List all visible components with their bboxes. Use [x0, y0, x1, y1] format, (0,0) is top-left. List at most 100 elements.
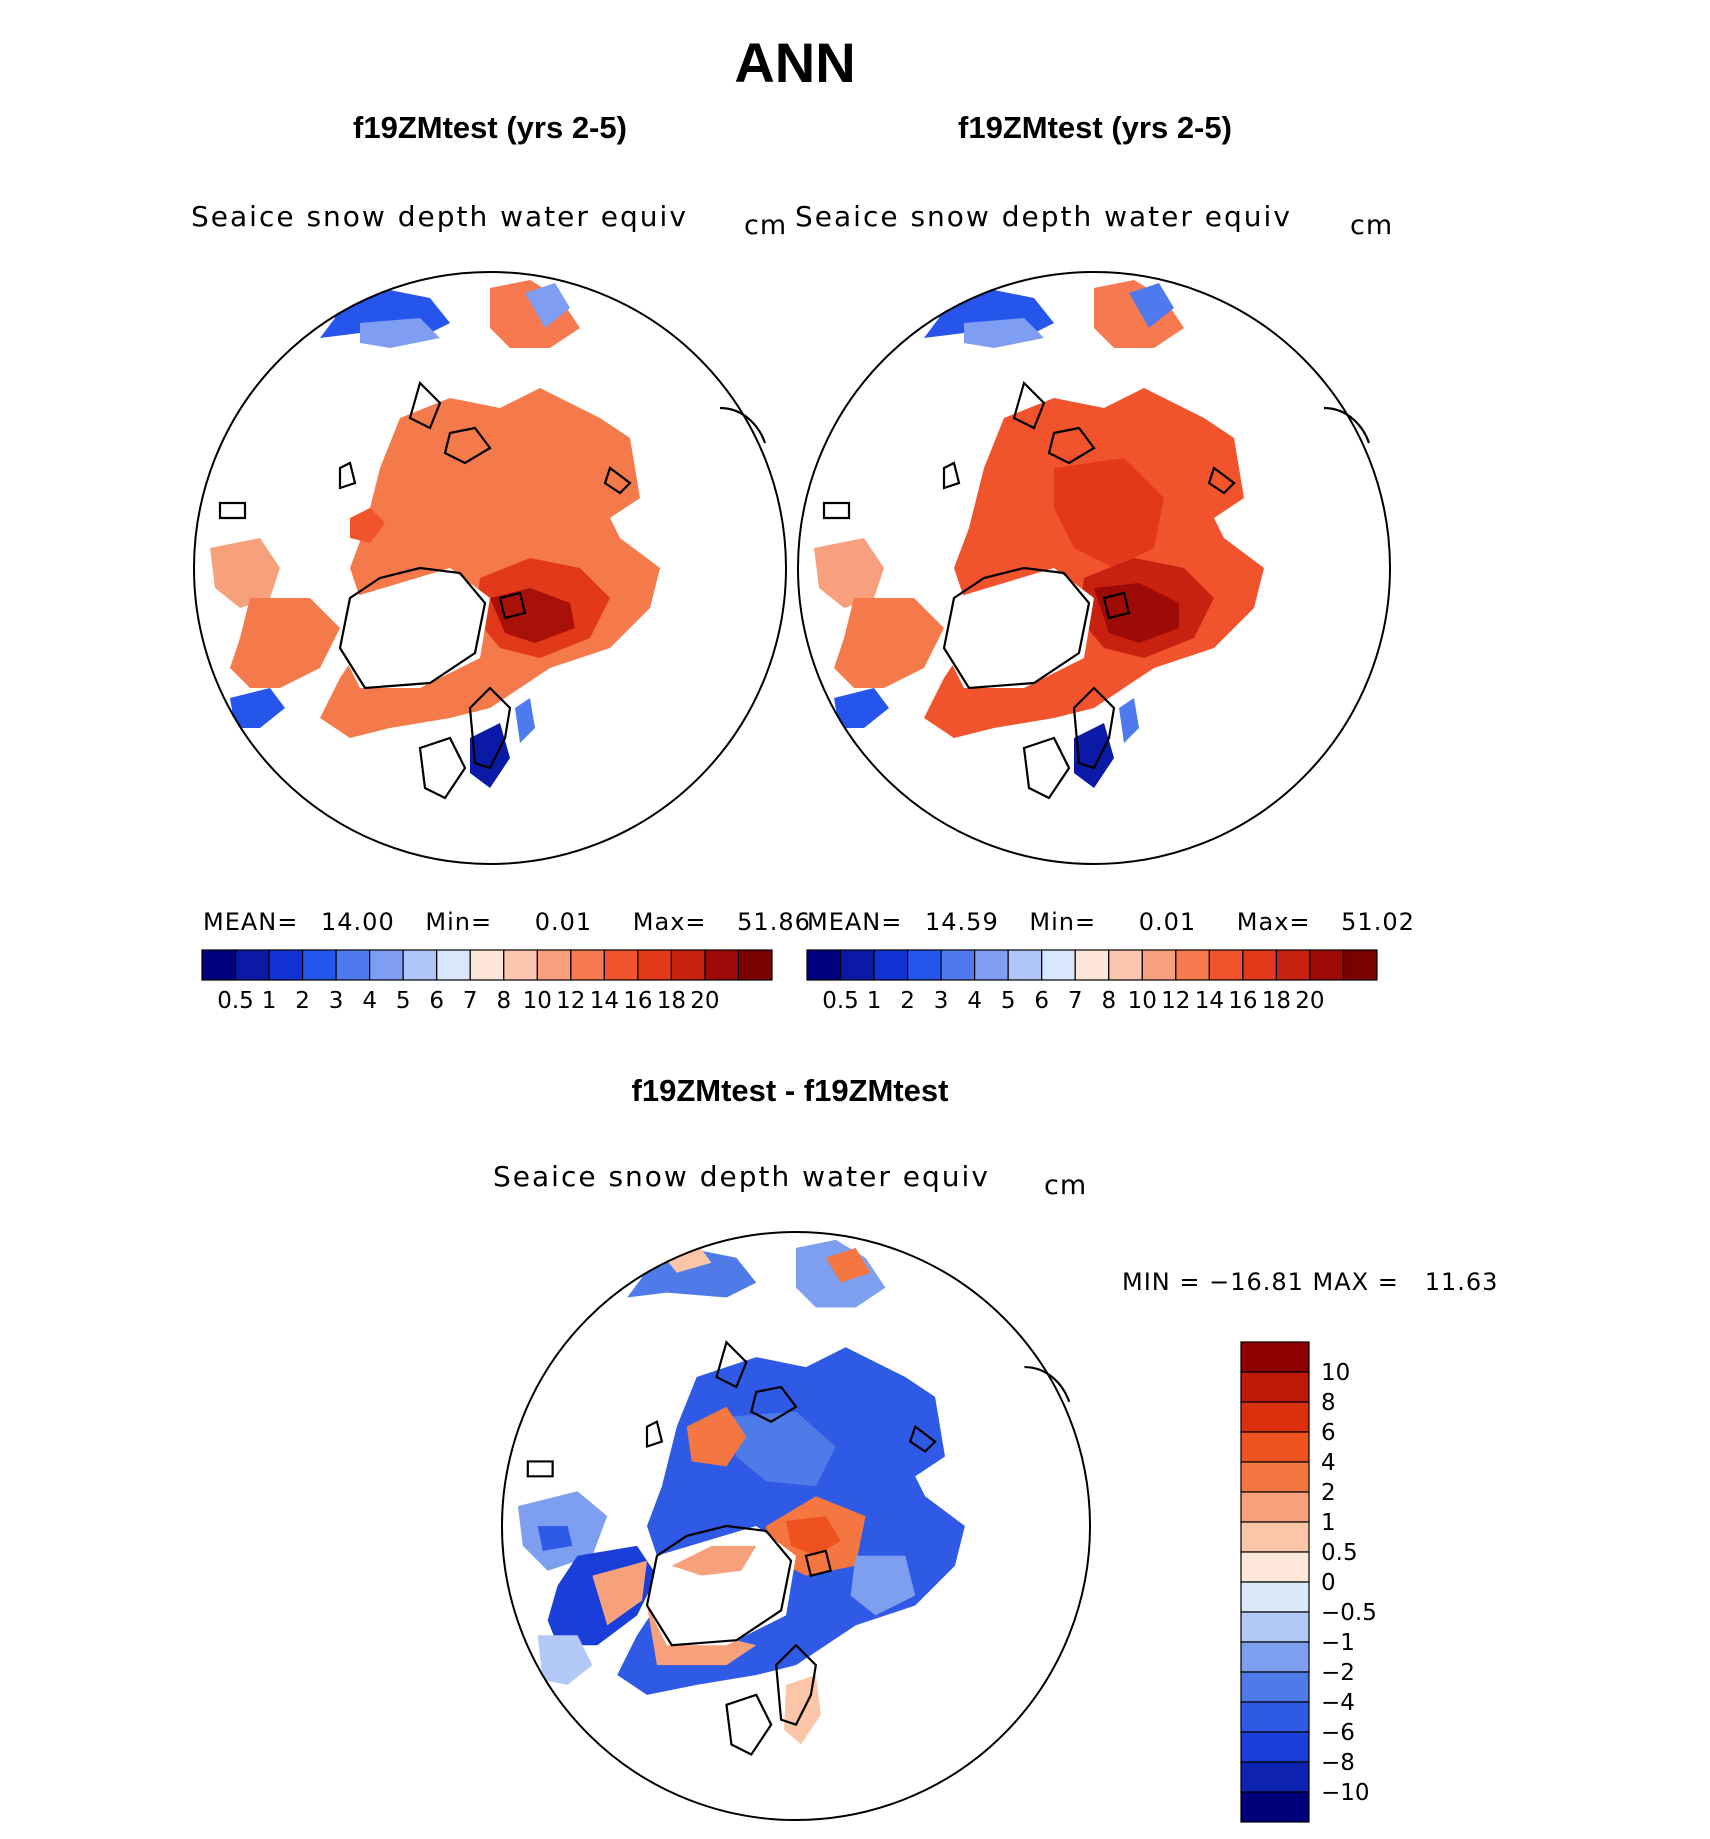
panel-1-sea-ice-field — [210, 280, 660, 788]
diff-colorbar-label: −1 — [1321, 1630, 1355, 1656]
panel-1-colorbar-box — [335, 949, 371, 981]
panel-1-colorbar-box — [234, 949, 270, 981]
panel-2-colorbar-label: 10 — [1128, 988, 1157, 1014]
diff-colorbar-box — [1240, 1401, 1310, 1433]
panel-1-colorbar-label: 10 — [523, 988, 552, 1014]
diff-colorbar-box — [1240, 1371, 1310, 1403]
panel-1-colorbar-label: 0.5 — [217, 988, 254, 1014]
panel-2-colorbar-label: 5 — [1001, 988, 1016, 1014]
diff-colorbar-box — [1240, 1671, 1310, 1703]
diff-colorbar-box — [1240, 1641, 1310, 1673]
panel-2-colorbar-label: 18 — [1262, 988, 1291, 1014]
diff-colorbar-label: 10 — [1321, 1360, 1350, 1386]
panel-1-colorbar-box — [301, 949, 337, 981]
panel-1-max-label: Max= — [632, 908, 707, 936]
diff-colorbar-box — [1240, 1551, 1310, 1583]
panel-1-colorbar-box — [201, 949, 237, 981]
panel-2-sea-ice-field — [814, 280, 1264, 788]
panel-2-colorbar-label: 7 — [1068, 988, 1083, 1014]
panel-2-min-label: Min= — [1029, 908, 1097, 936]
figure-title: ANN — [734, 31, 856, 94]
diff-colorbar-label: 0.5 — [1321, 1540, 1358, 1566]
panel-1-colorbar-label: 14 — [590, 988, 619, 1014]
panel-2-map — [797, 271, 1391, 865]
panel-2-colorbar-box — [906, 949, 942, 981]
panel-2-colorbar-label: 3 — [934, 988, 949, 1014]
panel-2-colorbar-box — [873, 949, 909, 981]
panel-1-colorbar-box — [268, 949, 304, 981]
panel-2-units: cm — [1350, 210, 1394, 241]
panel-1-colorbar-label: 8 — [496, 988, 511, 1014]
panel-2-colorbar-box — [1074, 949, 1110, 981]
panel-1-map-border — [193, 271, 787, 865]
panel-2-colorbar-box — [839, 949, 875, 981]
diff-colorbar-label: −6 — [1321, 1720, 1355, 1746]
panel-2-colorbar-box — [1007, 949, 1043, 981]
panel-2-colorbar-label: 16 — [1228, 988, 1257, 1014]
diff-colorbar-label: −8 — [1321, 1750, 1355, 1776]
panel-2-colorbar-box — [806, 949, 842, 981]
panel-2-coastlines — [822, 380, 1371, 800]
diff-colorbar-label: 2 — [1321, 1480, 1336, 1506]
diff-colorbar-label: 0 — [1321, 1570, 1336, 1596]
panel-1-colorbar-label: 18 — [657, 988, 686, 1014]
panel-1-colorbar-box — [570, 949, 605, 981]
panel-1-colorbar-box — [603, 949, 639, 981]
panel-2-colorbar-label: 12 — [1161, 988, 1190, 1014]
panel-1-colorbar-box — [402, 949, 438, 981]
panel-2-colorbar-label: 6 — [1034, 988, 1049, 1014]
panel-2-colorbar-box — [1141, 949, 1177, 981]
panel-1-colorbar-box — [704, 949, 740, 981]
diff-colorbar-box — [1240, 1431, 1310, 1463]
panel-2-colorbar-box — [1342, 949, 1378, 981]
panel-1-colorbar-box — [637, 949, 673, 981]
panel-1-colorbar-label: 20 — [690, 988, 719, 1014]
panel-2-colorbar-label: 0.5 — [822, 988, 859, 1014]
panel-1-min-value: 0.01 — [534, 908, 593, 936]
diff-units: cm — [1044, 1170, 1088, 1201]
panel-2-colorbar-box — [940, 949, 976, 981]
panel-2-colorbar-box — [1175, 949, 1210, 981]
diff-colorbar-box — [1240, 1491, 1310, 1523]
panel-1-colorbar-box — [436, 949, 471, 981]
panel-2-colorbar-label: 20 — [1295, 988, 1324, 1014]
panel-1-colorbar-label: 5 — [396, 988, 411, 1014]
diff-colorbar-box — [1240, 1791, 1310, 1823]
panel-1-stats: MEAN= 14.00 Min= 0.01 Max= 51.86 — [203, 908, 811, 936]
diff-map — [500, 1230, 1092, 1822]
panel-1-min-label: Min= — [425, 908, 493, 936]
diff-colorbar-box — [1240, 1461, 1310, 1493]
diff-colorbar-label: 4 — [1321, 1450, 1336, 1476]
diff-title: f19ZMtest - f19ZMtest — [631, 1073, 949, 1108]
panel-1-title: f19ZMtest (yrs 2-5) — [353, 110, 627, 145]
panel-2-colorbar-label: 1 — [867, 988, 882, 1014]
diff-colorbar-label: 6 — [1321, 1420, 1336, 1446]
panel-2-colorbar-label: 2 — [900, 988, 915, 1014]
panel-1-colorbar-label: 2 — [295, 988, 310, 1014]
panel-2-colorbar: 0.5 1 2 3 4 5 6 7 8 10 12 14 16 18 20 — [806, 949, 1378, 1014]
panel-1-colorbar-label: 3 — [329, 988, 344, 1014]
diff-colorbar-box — [1240, 1521, 1310, 1553]
diff-coastlines — [526, 1340, 1071, 1756]
diff-colorbar-box — [1240, 1761, 1310, 1793]
diff-colorbar-box — [1240, 1731, 1310, 1763]
diff-colorbar-box — [1240, 1341, 1310, 1373]
panel-2-mean-label: MEAN= — [807, 908, 903, 936]
diff-colorbar-label: −10 — [1321, 1780, 1370, 1806]
panel-1-coastlines — [218, 380, 767, 800]
panel-2-colorbar-box — [1309, 949, 1345, 981]
panel-1-colorbar-box — [536, 949, 572, 981]
panel-2-min-value: 0.01 — [1138, 908, 1197, 936]
panel-2-map-border — [797, 271, 1391, 865]
panel-1-colorbar-box — [737, 949, 773, 981]
diff-minmax: MIN = −16.81 MAX = 11.63 — [1122, 1268, 1499, 1296]
panel-2-max-label: Max= — [1236, 908, 1311, 936]
panel-1-colorbar-label: 7 — [463, 988, 478, 1014]
diff-colorbar-box — [1240, 1701, 1310, 1733]
panel-2-colorbar-label: 4 — [967, 988, 982, 1014]
diff-colorbar-label: −2 — [1321, 1660, 1355, 1686]
diff-colorbar-label: 1 — [1321, 1510, 1336, 1536]
panel-2-title: f19ZMtest (yrs 2-5) — [958, 110, 1232, 145]
panel-2-colorbar-box — [974, 949, 1009, 981]
panel-2-colorbar-box — [1041, 949, 1076, 981]
